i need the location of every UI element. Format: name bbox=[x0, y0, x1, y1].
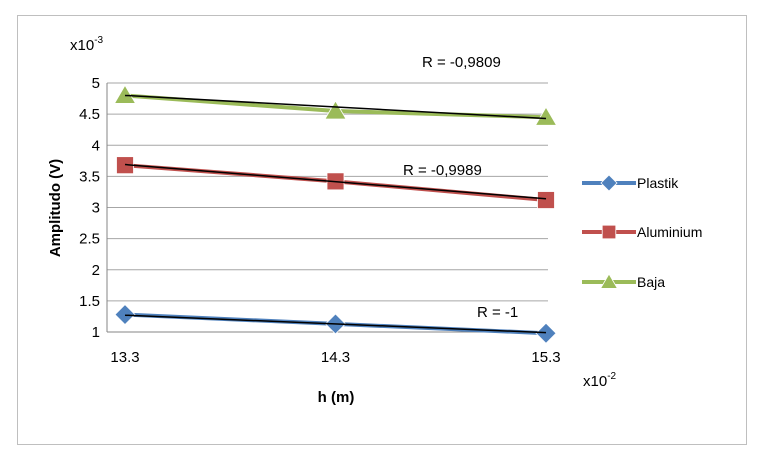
x-tick-label: 15.3 bbox=[531, 349, 560, 366]
trendline-baja bbox=[124, 94, 547, 120]
y-axis-multiplier: x10-3 bbox=[70, 35, 104, 54]
y-tick-label: 3 bbox=[92, 200, 100, 217]
axes: 1 1.5 2 2.5 3 3.5 4 4.5 5 13.3 14.3 15.3 bbox=[79, 75, 560, 366]
data-point bbox=[324, 100, 347, 120]
series bbox=[113, 84, 558, 344]
data-point bbox=[599, 273, 619, 289]
trendline-plastik bbox=[124, 314, 547, 334]
y-tick-label: 3.5 bbox=[79, 168, 100, 185]
data-point bbox=[114, 304, 136, 326]
y-tick-label: 4.5 bbox=[79, 106, 100, 123]
data-point bbox=[537, 191, 555, 209]
y-multiplier-base: x10 bbox=[70, 37, 94, 54]
legend-label-aluminium: Aluminium bbox=[637, 224, 702, 240]
legend: Plastik Aluminium Baja bbox=[582, 174, 702, 290]
r-label-baja: R = -0,9809 bbox=[422, 54, 501, 71]
data-point bbox=[534, 106, 558, 126]
legend-label-plastik: Plastik bbox=[637, 175, 679, 191]
x-multiplier-exp: -2 bbox=[607, 371, 616, 382]
y-tick-label: 1 bbox=[92, 324, 100, 341]
y-axis-title: Amplitudo (V) bbox=[47, 159, 64, 257]
y-tick-label: 5 bbox=[92, 75, 100, 92]
data-point bbox=[535, 322, 557, 344]
data-point bbox=[601, 224, 617, 240]
y-tick-label: 1.5 bbox=[79, 293, 100, 310]
grid bbox=[107, 82, 548, 333]
legend-label-baja: Baja bbox=[637, 274, 665, 290]
x-tick-label: 13.3 bbox=[110, 349, 139, 366]
x-axis-multiplier: x10-2 bbox=[583, 371, 617, 390]
x-multiplier-base: x10 bbox=[583, 373, 607, 390]
y-tick-label: 2 bbox=[92, 262, 100, 279]
r-label-plastik: R = -1 bbox=[477, 304, 518, 321]
x-tick-label: 14.3 bbox=[321, 349, 350, 366]
y-multiplier-exp: -3 bbox=[94, 35, 103, 46]
data-point bbox=[113, 84, 137, 104]
y-tick-label: 4 bbox=[92, 137, 100, 154]
r-label-aluminium: R = -0,9989 bbox=[403, 162, 482, 179]
trendline-aluminium bbox=[124, 163, 547, 200]
y-tick-label: 2.5 bbox=[79, 231, 100, 248]
data-point bbox=[600, 174, 618, 192]
x-axis-title: h (m) bbox=[318, 389, 355, 406]
